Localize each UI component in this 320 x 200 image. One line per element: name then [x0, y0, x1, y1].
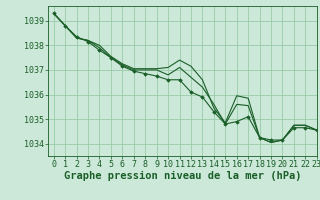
- X-axis label: Graphe pression niveau de la mer (hPa): Graphe pression niveau de la mer (hPa): [64, 171, 301, 181]
